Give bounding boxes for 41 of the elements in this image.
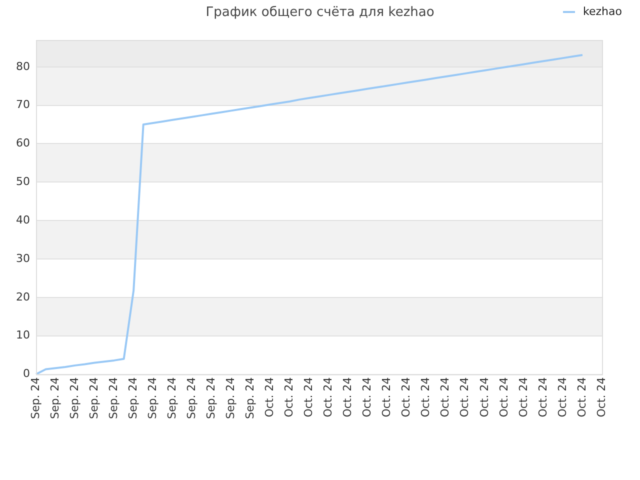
y-tick-label: 30 [16,252,30,265]
x-tick-label: Sep. 24 [126,377,140,420]
x-tick-label: Oct. 24 [380,377,394,418]
x-tick-label: Sep. 24 [244,377,257,420]
x-tick-label: Oct. 24 [282,377,296,418]
x-tick-label: Oct. 24 [263,377,276,418]
x-tick-label: Oct. 24 [594,377,608,418]
x-tick-label: Sep. 24 [204,377,218,420]
y-tick-label: 40 [16,213,30,226]
x-tick-label: Oct. 24 [458,377,472,418]
x-tick-label: Sep. 24 [87,377,100,420]
x-tick-label: Sep. 24 [48,377,62,420]
x-tick-label: Sep. 24 [28,377,42,420]
x-tick-label: Oct. 24 [516,377,530,418]
chart-title: График общего счёта для kezhao [206,5,434,20]
x-tick-label: Sep. 24 [146,377,159,420]
y-tick-label: 60 [16,136,30,150]
y-tick-label: 50 [16,175,30,188]
x-tick-label: Sep. 24 [106,377,120,420]
x-tick-label: Oct. 24 [419,377,432,418]
y-tick-label: 80 [16,60,30,73]
x-tick-label: Sep. 24 [224,377,238,420]
legend-label: kezhao [583,5,622,18]
x-tick-label: Oct. 24 [360,377,374,418]
x-tick-label: Sep. 24 [165,377,178,420]
x-tick-label: Oct. 24 [322,377,335,418]
y-tick-label: 0 [22,367,30,380]
x-tick-label: Oct. 24 [400,377,413,418]
x-tick-label: Oct. 24 [302,377,316,418]
x-tick-label: Oct. 24 [478,377,491,418]
x-tick-label: Oct. 24 [575,377,588,418]
y-tick-label: 20 [16,290,30,304]
y-tick-label: 10 [16,328,30,342]
x-tick-label: Oct. 24 [497,377,510,418]
y-tick-label: 70 [16,98,30,112]
x-tick-label: Sep. 24 [68,377,81,420]
x-tick-label: Sep. 24 [184,377,198,420]
x-tick-label: Oct. 24 [341,377,354,418]
x-tick-label: Oct. 24 [536,377,550,418]
x-tick-label: Oct. 24 [556,377,569,418]
x-tick-label: Oct. 24 [438,377,452,418]
